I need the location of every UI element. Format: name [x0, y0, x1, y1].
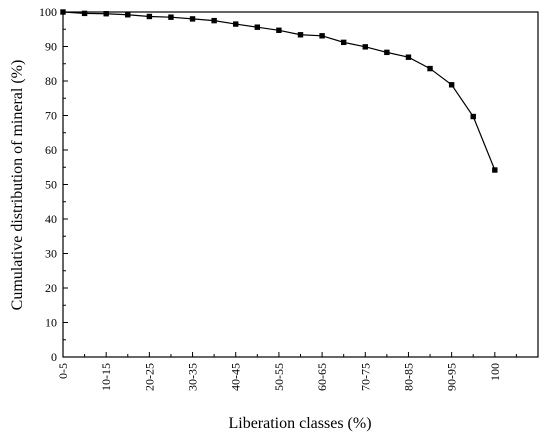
y-tick-label: 10	[45, 316, 57, 330]
data-point	[340, 39, 347, 46]
data-point	[492, 167, 498, 173]
x-tick-label: 0-5	[56, 363, 70, 379]
x-tick-label: 90-95	[445, 363, 459, 391]
y-tick-label: 80	[45, 74, 57, 88]
data-point	[297, 32, 304, 38]
y-tick-label: 40	[45, 212, 57, 226]
x-tick-label: 80-85	[401, 363, 415, 391]
data-point	[405, 54, 412, 60]
y-tick-label: 70	[45, 109, 57, 123]
data-point	[211, 17, 217, 24]
y-tick-label: 20	[45, 281, 57, 295]
series-line-0	[62, 11, 496, 171]
x-tick-label: 40-45	[229, 363, 243, 391]
y-tick-label: 30	[45, 247, 57, 261]
x-axis-title: Liberation classes (%)	[228, 415, 371, 432]
x-tick-label: 50-55	[272, 363, 286, 391]
data-point	[319, 33, 325, 39]
data-point	[448, 82, 455, 88]
x-tick-label: 10-15	[99, 363, 113, 391]
data-point	[103, 11, 109, 17]
x-tick-label: 20-25	[142, 363, 156, 391]
data-point	[384, 49, 390, 56]
data-point	[125, 12, 131, 18]
y-tick-label: 90	[45, 40, 57, 54]
data-point	[168, 14, 174, 20]
data-point	[233, 21, 239, 27]
data-point	[146, 13, 153, 20]
y-tick-label: 0	[51, 350, 57, 364]
data-point	[81, 10, 88, 17]
y-axis-title-group: Cumulative distribution of mineral (%)	[9, 60, 26, 311]
x-tick-label: 100	[488, 363, 502, 381]
x-tick-label: 60-65	[315, 363, 329, 391]
y-tick-label: 100	[39, 5, 57, 19]
y-axis-title: Cumulative distribution of mineral (%)	[9, 60, 26, 311]
data-point	[427, 65, 433, 72]
data-point	[60, 9, 66, 15]
data-point	[189, 16, 196, 22]
data-point	[276, 27, 282, 33]
plot-frame	[62, 11, 539, 358]
data-point	[254, 24, 261, 30]
data-point	[470, 113, 476, 120]
x-tick-label: 30-35	[186, 363, 200, 391]
y-tick-label: 60	[45, 143, 57, 157]
y-tick-label: 50	[45, 178, 57, 192]
plot-area: 0 10 20 30 40 50 60 70 80 90 100 0-5 10-15 20-25 30-35…	[39, 5, 539, 391]
data-point	[362, 44, 368, 50]
x-tick-label: 70-75	[358, 363, 372, 391]
